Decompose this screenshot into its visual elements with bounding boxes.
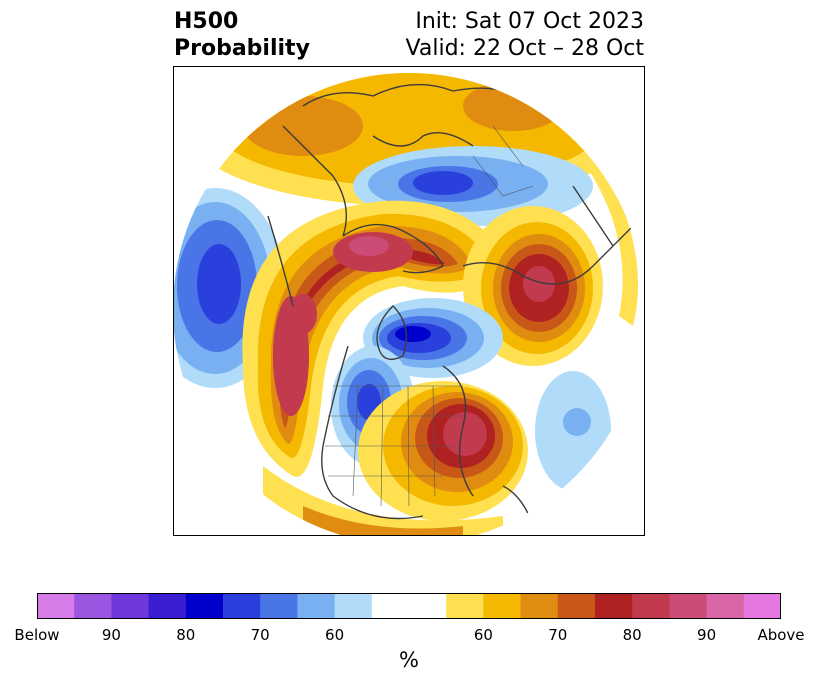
colorbar-tick-label: Below [14,626,60,644]
variable-title: H500 [174,9,239,34]
anomaly-east-us-above [358,381,528,521]
colorbar-unit: % [399,648,419,672]
colorbar-frame [37,593,781,619]
colorbar [37,593,781,619]
probability-map [173,66,645,536]
colorbar-cell-below-3 [148,593,187,619]
colorbar-cell-above-6 [669,593,708,619]
chart-title-left: H500 Probability [174,8,310,62]
colorbar-tick-label: 80 [176,626,196,644]
colorbar-cell-below-7 [297,593,336,619]
colorbar-tick-label: Above [757,626,805,644]
colorbar-tick-label: 60 [473,626,493,644]
colorbar-tick-label: 80 [622,626,642,644]
colorbar-cell-above-1 [483,593,522,619]
colorbar-cell-above-8 [743,593,781,619]
colorbar-tick-label: 70 [250,626,270,644]
colorbar-cell-below-8 [334,593,373,619]
colorbar-cell-above-7 [706,593,745,619]
colorbar-cell-above-4 [595,593,633,619]
colorbar-cell-below-4 [185,593,224,619]
colorbar-cell-above-0 [446,593,484,619]
colorbar-cell-below-5 [223,593,261,619]
colorbar-cell-below-0 [37,593,75,619]
anomaly-siberia-above [463,206,603,366]
coastlines [267,83,634,527]
colorbar-cell-below-1 [74,593,112,619]
anomaly-west-america-above [242,200,513,477]
colorbar-cell-above-2 [520,593,559,619]
product-title: Probability [174,36,310,61]
colorbar-cell-neutral [371,593,447,619]
colorbar-cell-above-5 [632,593,670,619]
colorbar-tick-label: 70 [548,626,568,644]
colorbar-cell-below-6 [260,593,298,619]
map-frame [173,66,645,536]
colorbar-cells [37,593,781,619]
colorbar-tick-label: 60 [325,626,345,644]
colorbar-tick-label: 90 [101,626,121,644]
state-borders [325,125,534,507]
chart-title-right: Init: Sat 07 Oct 2023 Valid: 22 Oct – 28… [406,8,644,62]
colorbar-cell-below-2 [111,593,150,619]
init-date: Init: Sat 07 Oct 2023 [415,9,644,34]
valid-range: Valid: 22 Oct – 28 Oct [405,36,644,61]
colorbar-tick-label: 90 [697,626,717,644]
colorbar-cell-above-3 [557,593,596,619]
